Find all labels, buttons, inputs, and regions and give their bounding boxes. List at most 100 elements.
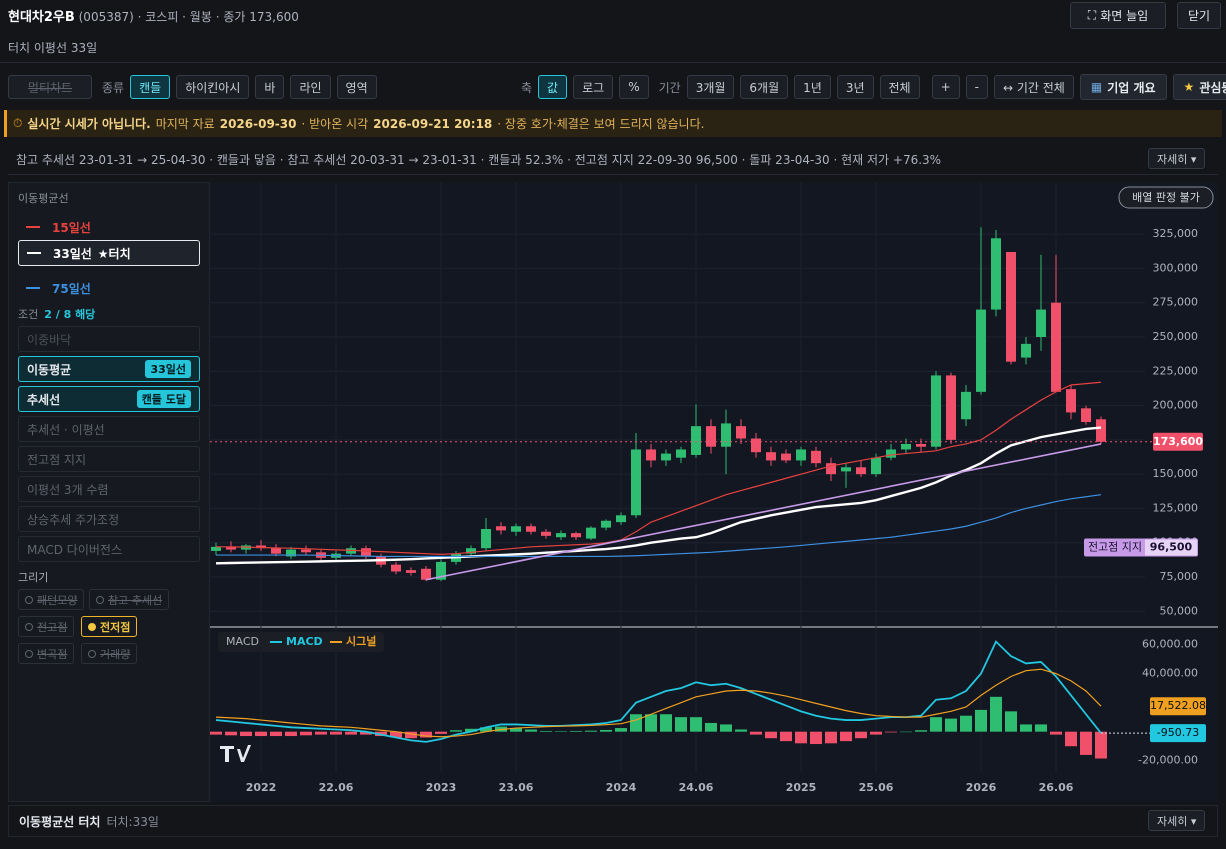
histogram-bar bbox=[675, 717, 687, 732]
watch-button[interactable]: ★ 관심등록 bbox=[1172, 74, 1226, 100]
candle-body bbox=[736, 426, 746, 439]
draw-toggle[interactable]: 패턴모양 bbox=[18, 589, 85, 610]
candle-body bbox=[616, 515, 626, 523]
ma-legend[interactable]: 15일선 bbox=[18, 214, 200, 240]
period-button[interactable]: 전체 bbox=[879, 75, 920, 99]
draw-toggle[interactable]: 전고점 bbox=[18, 616, 75, 637]
y-tick-label: 200,000 bbox=[1153, 399, 1199, 412]
candle-body bbox=[931, 375, 941, 447]
condition[interactable]: MACD 다이버전스 bbox=[18, 536, 200, 562]
candle-body bbox=[826, 463, 836, 475]
candle-body bbox=[691, 426, 701, 455]
draw-label: 패턴모양 bbox=[37, 593, 78, 607]
histogram-bar bbox=[255, 731, 267, 737]
condition-name: 추세선 · 이평선 bbox=[27, 422, 105, 437]
draw-toggle[interactable]: 변곡점 bbox=[18, 643, 75, 664]
candle-body bbox=[601, 520, 611, 528]
moving-average-line bbox=[216, 381, 1102, 555]
condition[interactable]: 이동평균 33일선 bbox=[18, 356, 200, 382]
x-tick-label: 25.06 bbox=[859, 781, 894, 794]
candle-body bbox=[946, 375, 956, 440]
last-value-label: -950.73 bbox=[1157, 726, 1199, 739]
period-button[interactable]: 6개월 bbox=[740, 75, 789, 99]
histogram-bar bbox=[285, 731, 297, 737]
candle-body bbox=[901, 443, 911, 450]
y-tick-label: -20,000.00 bbox=[1138, 754, 1198, 767]
condition[interactable]: 추세선 · 이평선 bbox=[18, 416, 200, 442]
histogram-bar bbox=[600, 729, 612, 732]
chart-type-button[interactable]: 하이킨아시 bbox=[176, 75, 250, 99]
stock-meta: (005387) · 코스피 · 월봉 · 종가 173,600 bbox=[78, 10, 299, 24]
period-button[interactable]: 3개월 bbox=[686, 75, 735, 99]
draw-toggle[interactable]: 참고 추세선 bbox=[89, 589, 170, 610]
chart-type-button[interactable]: 캔들 bbox=[130, 75, 171, 99]
footer-title: 이동평균선 터치 bbox=[19, 814, 101, 829]
condition-name: 상승추세 주가조정 bbox=[27, 512, 120, 527]
candle-body bbox=[1051, 302, 1061, 392]
candle-body bbox=[226, 546, 236, 550]
company-button[interactable]: ▦ 기업 개요 bbox=[1079, 74, 1167, 100]
histogram-bar bbox=[645, 714, 657, 732]
x-tick-label: 2023 bbox=[426, 781, 457, 794]
axis-button[interactable]: % bbox=[619, 75, 649, 99]
candle-body bbox=[1066, 389, 1076, 413]
ma-legend[interactable]: 33일선 ★터치 bbox=[18, 240, 200, 266]
candle-body bbox=[586, 527, 596, 539]
full-period-button[interactable]: ↔ 기간 전체 bbox=[994, 75, 1074, 99]
company-label: 기업 개요 bbox=[1107, 80, 1156, 95]
histogram-bar bbox=[315, 731, 327, 735]
candle-body bbox=[436, 561, 446, 580]
candle-body bbox=[301, 549, 311, 553]
condition[interactable]: 추세선 캔들 도달 bbox=[18, 386, 200, 412]
candle-body bbox=[421, 568, 431, 580]
draw-toggle[interactable]: 전저점 bbox=[81, 616, 138, 637]
ma-legend[interactable]: 75일선 bbox=[18, 275, 200, 301]
candle-body bbox=[781, 453, 791, 461]
multichart-button[interactable]: 멀티차트 bbox=[8, 75, 92, 99]
stock-name: 현대차2우B bbox=[8, 10, 75, 25]
candle-body bbox=[406, 570, 416, 573]
histogram-bar bbox=[1020, 724, 1032, 732]
notice-date: 2026-09-21 20:18 bbox=[373, 116, 493, 131]
ma-title: 이동평균선 bbox=[18, 192, 69, 205]
multichart-label: 멀티차트 bbox=[27, 80, 73, 95]
condition[interactable]: 이평선 3개 수렴 bbox=[18, 476, 200, 502]
draw-toggle[interactable]: 거래량 bbox=[81, 643, 138, 664]
notice-strong: 실시간 시세가 아닙니다. bbox=[27, 117, 151, 131]
info-text: 참고 추세선 23-01-31 → 25-04-30 · 캔들과 닿음 · 참고… bbox=[16, 152, 942, 167]
y-tick-label: 40,000.00 bbox=[1142, 667, 1198, 680]
condition[interactable]: 이중바닥 bbox=[18, 326, 200, 352]
close-button[interactable]: 닫기 bbox=[1177, 2, 1221, 29]
axis-button[interactable]: 값 bbox=[538, 75, 568, 99]
expand-button[interactable]: ⛶ 화면 늘임 bbox=[1070, 2, 1166, 29]
chart-type-button[interactable]: 바 bbox=[255, 75, 285, 99]
subtitle: 터치 이평선 33일 bbox=[8, 41, 98, 55]
zoom-button[interactable]: + bbox=[931, 75, 960, 99]
watch-label: 관심등록 bbox=[1199, 80, 1226, 95]
condition[interactable]: 전고점 지지 bbox=[18, 446, 200, 472]
condition[interactable]: 상승추세 주가조정 bbox=[18, 506, 200, 532]
footer-detail-button[interactable]: 자세히 ▾ bbox=[1148, 810, 1206, 831]
period-button[interactable]: 3년 bbox=[836, 75, 874, 99]
histogram-bar bbox=[450, 730, 462, 732]
candle-body bbox=[391, 564, 401, 572]
icon: ▦ bbox=[1090, 80, 1103, 94]
axis-button[interactable]: 로그 bbox=[573, 75, 614, 99]
chart-type-button[interactable]: 라인 bbox=[290, 75, 331, 99]
draw-title: 그리기 bbox=[18, 571, 49, 584]
candle-body bbox=[991, 238, 1001, 310]
period-button[interactable]: 1년 bbox=[794, 75, 831, 99]
candle-body bbox=[871, 457, 881, 475]
zoom-button[interactable]: - bbox=[965, 75, 988, 99]
detail-button[interactable]: 자세히 ▾ bbox=[1148, 148, 1206, 169]
candle-body bbox=[481, 529, 491, 549]
candle-body bbox=[361, 548, 371, 557]
histogram-bar bbox=[570, 730, 582, 732]
histogram-bar bbox=[720, 724, 732, 732]
chart-type-button[interactable]: 영역 bbox=[336, 75, 377, 99]
candle-body bbox=[526, 526, 536, 532]
candle-body bbox=[466, 548, 476, 554]
histogram-bar bbox=[510, 728, 522, 732]
price-panel bbox=[210, 182, 1218, 627]
